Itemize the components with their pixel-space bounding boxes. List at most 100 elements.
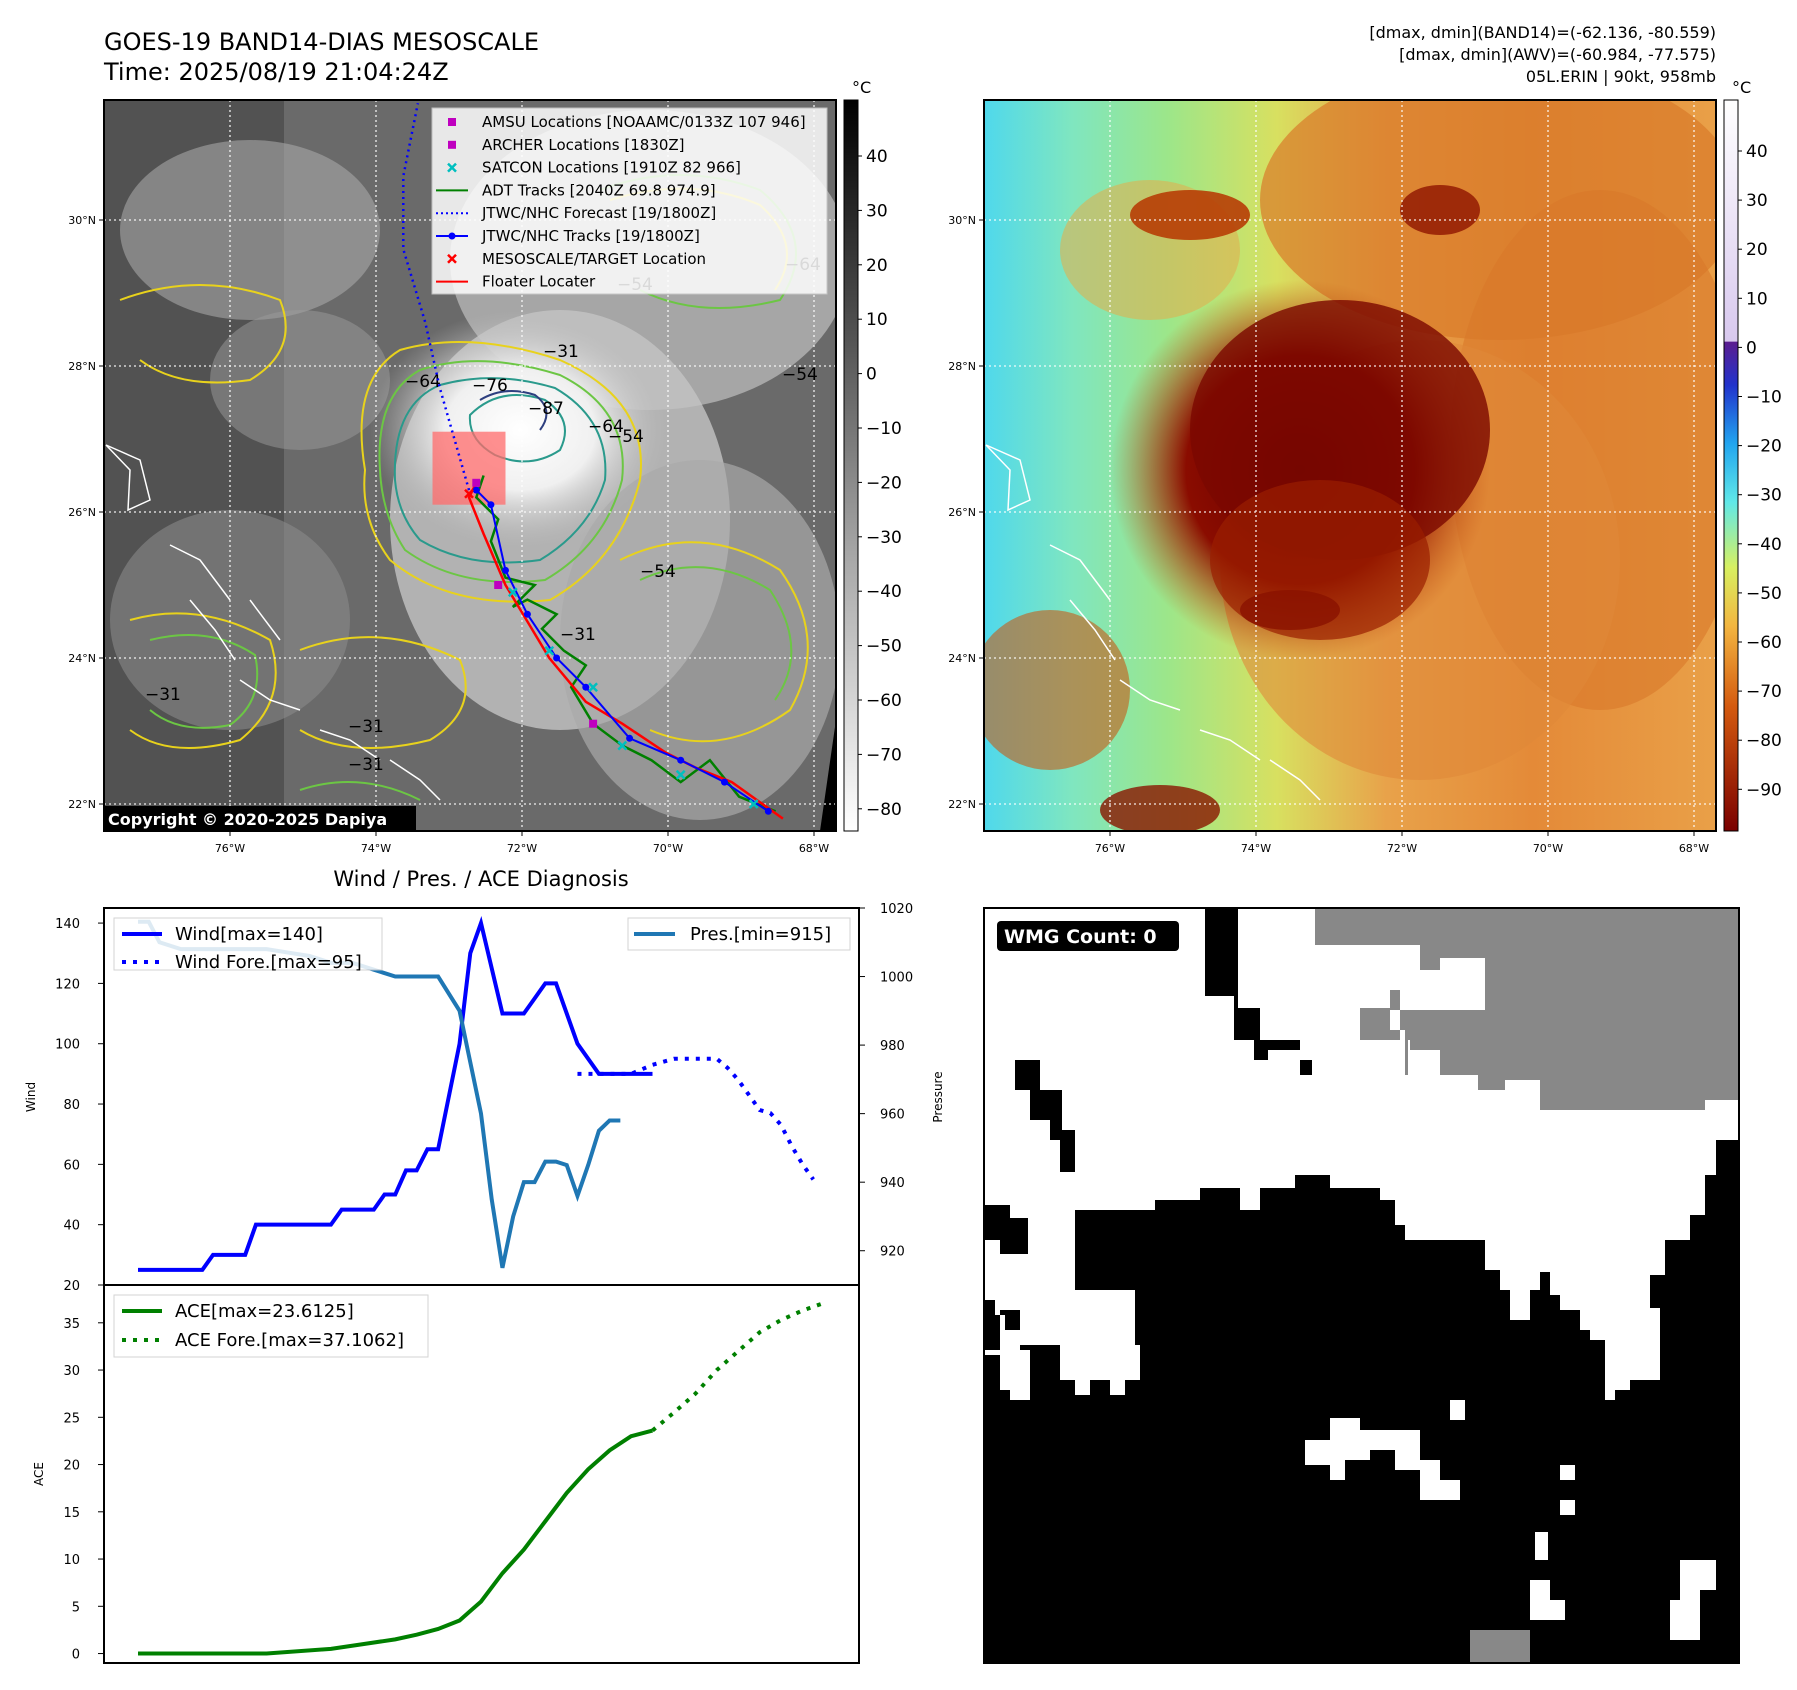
satcon-point (544, 645, 555, 656)
satcon-point (588, 682, 598, 693)
pressure-tick-label: 1020 (880, 902, 913, 917)
legend-label: Floater Locater (482, 273, 596, 291)
legend-label: ACE[max=23.6125] (175, 1301, 354, 1322)
jtwc-track-point (721, 778, 728, 786)
pressure-tick-label: 980 (880, 1039, 905, 1054)
satcon-point (675, 769, 686, 780)
storm-info: 05L.ERIN | 90kt, 958mb (1526, 67, 1716, 86)
amsu-point (494, 581, 503, 589)
contour-label: −54 (782, 365, 818, 385)
stats-awv: [dmax, dmin](AWV)=(-60.984, -77.575) (1399, 45, 1716, 64)
contour-label: −54 (640, 562, 676, 582)
x-tick-label: 74°W (1241, 842, 1271, 855)
legend-label: JTWC/NHC Forecast [19/1800Z] (481, 204, 716, 222)
y-tick-label: 30°N (948, 214, 976, 227)
jtwc-track-point (502, 566, 509, 574)
diagnosis-title: Wind / Pres. / ACE Diagnosis (333, 867, 628, 891)
x-tick-label: 72°W (507, 842, 537, 855)
awv-map-panel: 76°W 74°W 72°W 70°W 68°W 30°N 28°N 26°N 24°N 22°N (948, 99, 1717, 855)
x-tick-label: 72°W (1387, 842, 1417, 855)
jtwc-track-point (582, 683, 590, 691)
stats-band14: [dmax, dmin](BAND14)=(-62.136, -80.559) (1369, 23, 1716, 42)
colorbar-tick-label: 10 (1746, 289, 1768, 309)
legend-label: Wind[max=140] (175, 924, 323, 945)
copyright-box (104, 806, 416, 831)
wmg-count-box (997, 921, 1179, 951)
contour-label: −31 (348, 717, 384, 737)
x-tick-label: 68°W (1679, 842, 1709, 855)
ace-panel: 35 30 25 20 15 10 5 0 ACE ACE[max=23.6125] ACE F… (32, 1284, 860, 1664)
ir-map-panel: −64−76−87−54−31−64−54−31−31−31−31−54−64−… (68, 99, 837, 855)
wmg-panel: WMG Count: 0 (983, 907, 1740, 1664)
colorbar-tick-label: 40 (866, 147, 888, 167)
wind-tick-label: 120 (55, 977, 80, 992)
y-tick-label: 28°N (948, 360, 976, 373)
ir-colorbar-unit: °C (852, 78, 871, 97)
colorbar-tick-label: −80 (866, 800, 902, 820)
colorbar-tick-label: 40 (1746, 142, 1768, 162)
colorbar-tick-label: 30 (1746, 191, 1768, 211)
pressure-axis-label: Pressure (931, 1071, 945, 1122)
wind-tick-label: 100 (55, 1038, 80, 1053)
legend-swatch (448, 118, 456, 126)
colorbar-tick-label: −70 (866, 745, 902, 765)
colorbar-tick-label: −50 (1746, 584, 1782, 604)
awv-axis-ticks: 76°W 74°W 72°W 70°W 68°W 30°N 28°N 26°N 24°N 22°N (948, 214, 1709, 855)
jtwc-track-point (553, 654, 561, 662)
wind-tick-label: 40 (63, 1219, 80, 1234)
colorbar-tick-label: −10 (1746, 388, 1782, 408)
satcon-point (617, 740, 628, 751)
legend-label: Wind Fore.[max=95] (175, 952, 362, 973)
jtwc-track-point (523, 610, 531, 618)
x-tick-label: 76°W (215, 842, 245, 855)
wind-legend: Wind[max=140] Wind Fore.[max=95] (113, 917, 383, 973)
colorbar-tick-label: −30 (866, 528, 902, 548)
colorbar-tick-label: −90 (1746, 780, 1782, 800)
pressure-tick-label: 1000 (880, 971, 913, 986)
legend-swatch (447, 253, 457, 264)
ace-tick-label: 25 (63, 1411, 80, 1426)
ace-tick-label: 20 (63, 1459, 80, 1474)
contour-label: −64 (405, 372, 441, 392)
ace-tick-label: 30 (63, 1364, 80, 1379)
ir-tracks (402, 102, 784, 820)
wmg-mask-white-islands (1010, 1350, 1716, 1640)
legend-label: ARCHER Locations [1830Z] (482, 136, 685, 154)
wind-pressure-panel: 140 120 100 80 60 40 20 1020 1000 980 960 940 920 Wi… (24, 902, 945, 1294)
colorbar-tick-label: −80 (1746, 731, 1782, 751)
amsu-point (472, 478, 481, 487)
legend-label: Pres.[min=915] (690, 924, 831, 945)
colorbar-tick-label: 30 (866, 201, 888, 221)
pressure-legend: Pres.[min=915] (627, 917, 851, 951)
x-tick-label: 74°W (361, 842, 391, 855)
wind-tick-label: 140 (55, 917, 80, 932)
colorbar-tick-label: 0 (866, 365, 877, 385)
legend-swatch-dot (448, 232, 456, 240)
ace-axis-label: ACE (32, 1462, 46, 1486)
colorbar-tick-label: 20 (1746, 240, 1768, 260)
legend-swatch (448, 140, 456, 149)
x-tick-label: 70°W (1533, 842, 1563, 855)
copyright-text: Copyright © 2020-2025 Dapiya (108, 810, 387, 829)
figure-time: Time: 2025/08/19 21:04:24Z (103, 58, 449, 86)
amsu-point (589, 719, 598, 728)
ir-axis-ticks: 76°W 74°W 72°W 70°W 68°W 30°N 28°N 26°N 24°N 22°N (68, 214, 829, 855)
legend-label: JTWC/NHC Tracks [19/1800Z] (481, 227, 700, 245)
contour-label: −54 (608, 427, 644, 447)
colorbar-tick-label: 20 (866, 256, 888, 276)
figure-title: GOES-19 BAND14-DIAS MESOSCALE (104, 28, 539, 56)
legend-swatch (447, 162, 457, 173)
colorbar-tick-label: 0 (1746, 338, 1757, 358)
y-tick-label: 24°N (68, 652, 96, 665)
y-tick-label: 22°N (948, 798, 976, 811)
wind-axis-label: Wind (24, 1082, 38, 1112)
wind-tick-label: 80 (63, 1098, 80, 1113)
contour-label: −31 (145, 685, 181, 705)
ace-tick-label: 0 (72, 1648, 80, 1663)
colorbar-tick-label: −10 (866, 419, 902, 439)
y-tick-label: 28°N (68, 360, 96, 373)
colorbar-tick-label: −70 (1746, 682, 1782, 702)
ace-tick-label: 5 (72, 1600, 80, 1615)
y-tick-label: 30°N (68, 214, 96, 227)
colorbar-tick-label: −20 (866, 473, 902, 493)
